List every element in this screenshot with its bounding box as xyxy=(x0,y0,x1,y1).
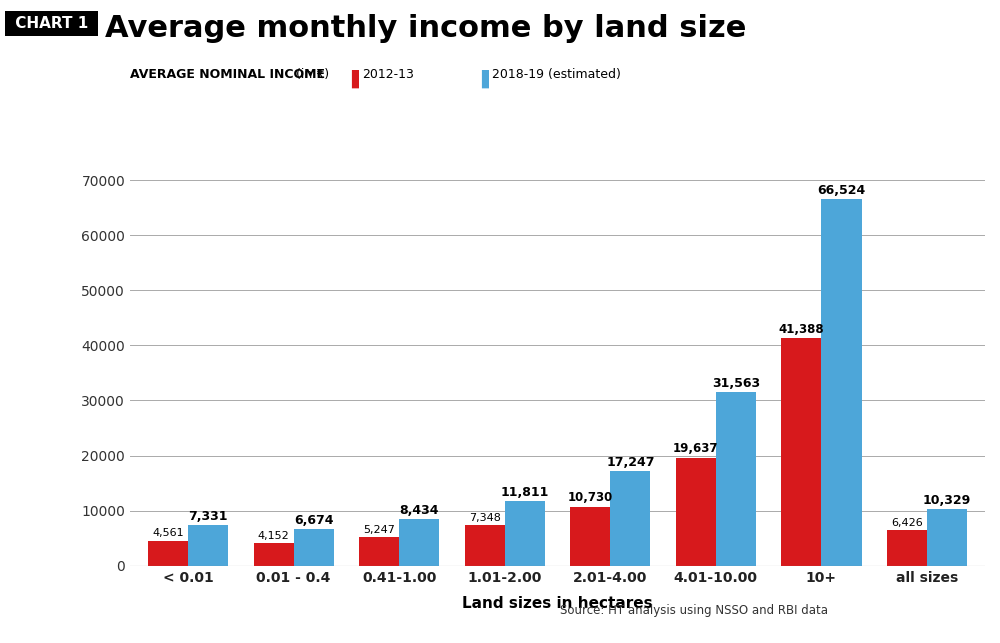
X-axis label: Land sizes in hectares: Land sizes in hectares xyxy=(462,596,653,611)
Bar xyxy=(887,530,927,566)
Text: Source: HT analysis using NSSO and RBI data: Source: HT analysis using NSSO and RBI d… xyxy=(560,604,828,617)
Text: ▐: ▐ xyxy=(474,69,488,88)
Bar xyxy=(927,509,967,566)
Bar xyxy=(610,471,650,566)
Bar xyxy=(254,543,294,566)
Text: 31,563: 31,563 xyxy=(712,377,760,390)
Bar xyxy=(570,507,610,566)
Text: Average monthly income by land size: Average monthly income by land size xyxy=(105,14,746,43)
Text: 5,247: 5,247 xyxy=(363,525,395,535)
Text: 8,434: 8,434 xyxy=(399,504,439,517)
Text: 19,637: 19,637 xyxy=(673,442,719,455)
Bar xyxy=(676,458,716,566)
Text: 4,561: 4,561 xyxy=(152,529,184,538)
Bar xyxy=(821,199,862,566)
Text: 10,730: 10,730 xyxy=(568,491,613,505)
Bar xyxy=(399,520,439,566)
Bar xyxy=(716,392,756,566)
Bar xyxy=(294,529,334,566)
Text: 2012-13: 2012-13 xyxy=(362,68,414,80)
Text: 41,388: 41,388 xyxy=(779,323,824,336)
Bar xyxy=(505,501,545,566)
Text: 6,674: 6,674 xyxy=(294,514,333,527)
Text: 66,524: 66,524 xyxy=(817,184,866,197)
Bar xyxy=(188,525,228,566)
Text: 7,348: 7,348 xyxy=(469,513,501,523)
Text: 2018-19 (estimated): 2018-19 (estimated) xyxy=(492,68,621,80)
Bar xyxy=(359,537,399,566)
Text: AVERAGE NOMINAL INCOME: AVERAGE NOMINAL INCOME xyxy=(130,68,325,80)
Text: ▐: ▐ xyxy=(344,69,358,88)
Text: 6,426: 6,426 xyxy=(891,518,923,528)
Text: (in ₹): (in ₹) xyxy=(292,68,329,80)
Text: 4,152: 4,152 xyxy=(258,530,289,541)
Text: 17,247: 17,247 xyxy=(606,456,655,469)
Text: CHART 1: CHART 1 xyxy=(10,16,94,31)
Bar xyxy=(781,338,821,566)
Bar xyxy=(465,525,505,566)
Text: 11,811: 11,811 xyxy=(501,485,549,498)
Text: 10,329: 10,329 xyxy=(923,494,971,507)
Text: 7,331: 7,331 xyxy=(188,511,228,523)
Bar xyxy=(148,541,188,566)
